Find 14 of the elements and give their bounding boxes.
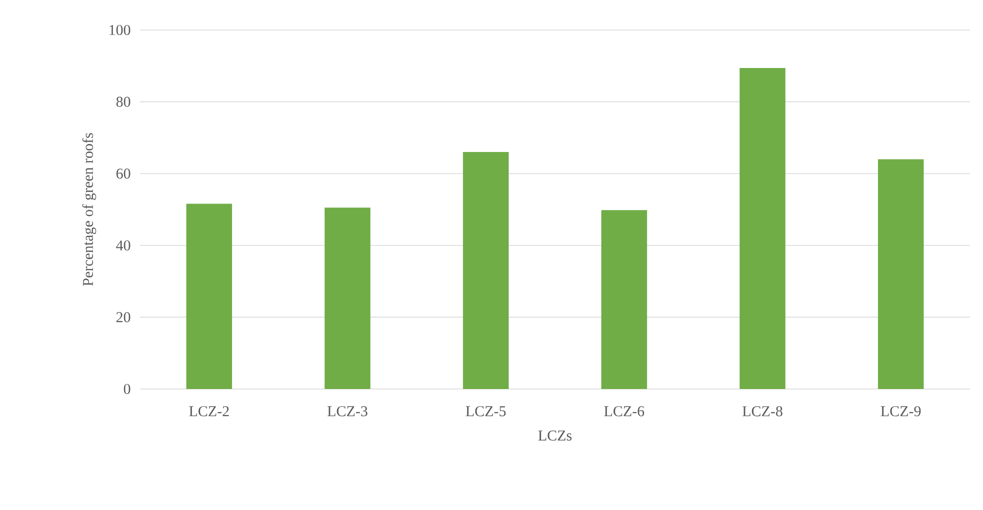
x-tick-label: LCZ-9 xyxy=(880,406,921,416)
y-tick-label: 60 xyxy=(116,168,130,179)
y-tick-label: 20 xyxy=(116,312,130,322)
y-axis-title: Percentage of green roofs xyxy=(82,133,96,286)
x-axis-title: LCZs xyxy=(538,430,572,441)
y-tick-label: 0 xyxy=(124,384,130,394)
x-tick-label: LCZ-6 xyxy=(604,406,644,416)
x-tick-label: LCZ-8 xyxy=(742,406,782,416)
y-tick-label: 80 xyxy=(116,96,130,107)
x-tick-label: LCZ-5 xyxy=(466,406,506,416)
x-tick-label: LCZ-2 xyxy=(189,406,229,416)
y-tick-label: 100 xyxy=(110,24,130,36)
y-tick-label: 40 xyxy=(116,240,130,250)
x-tick-label: LCZ-3 xyxy=(328,406,368,416)
